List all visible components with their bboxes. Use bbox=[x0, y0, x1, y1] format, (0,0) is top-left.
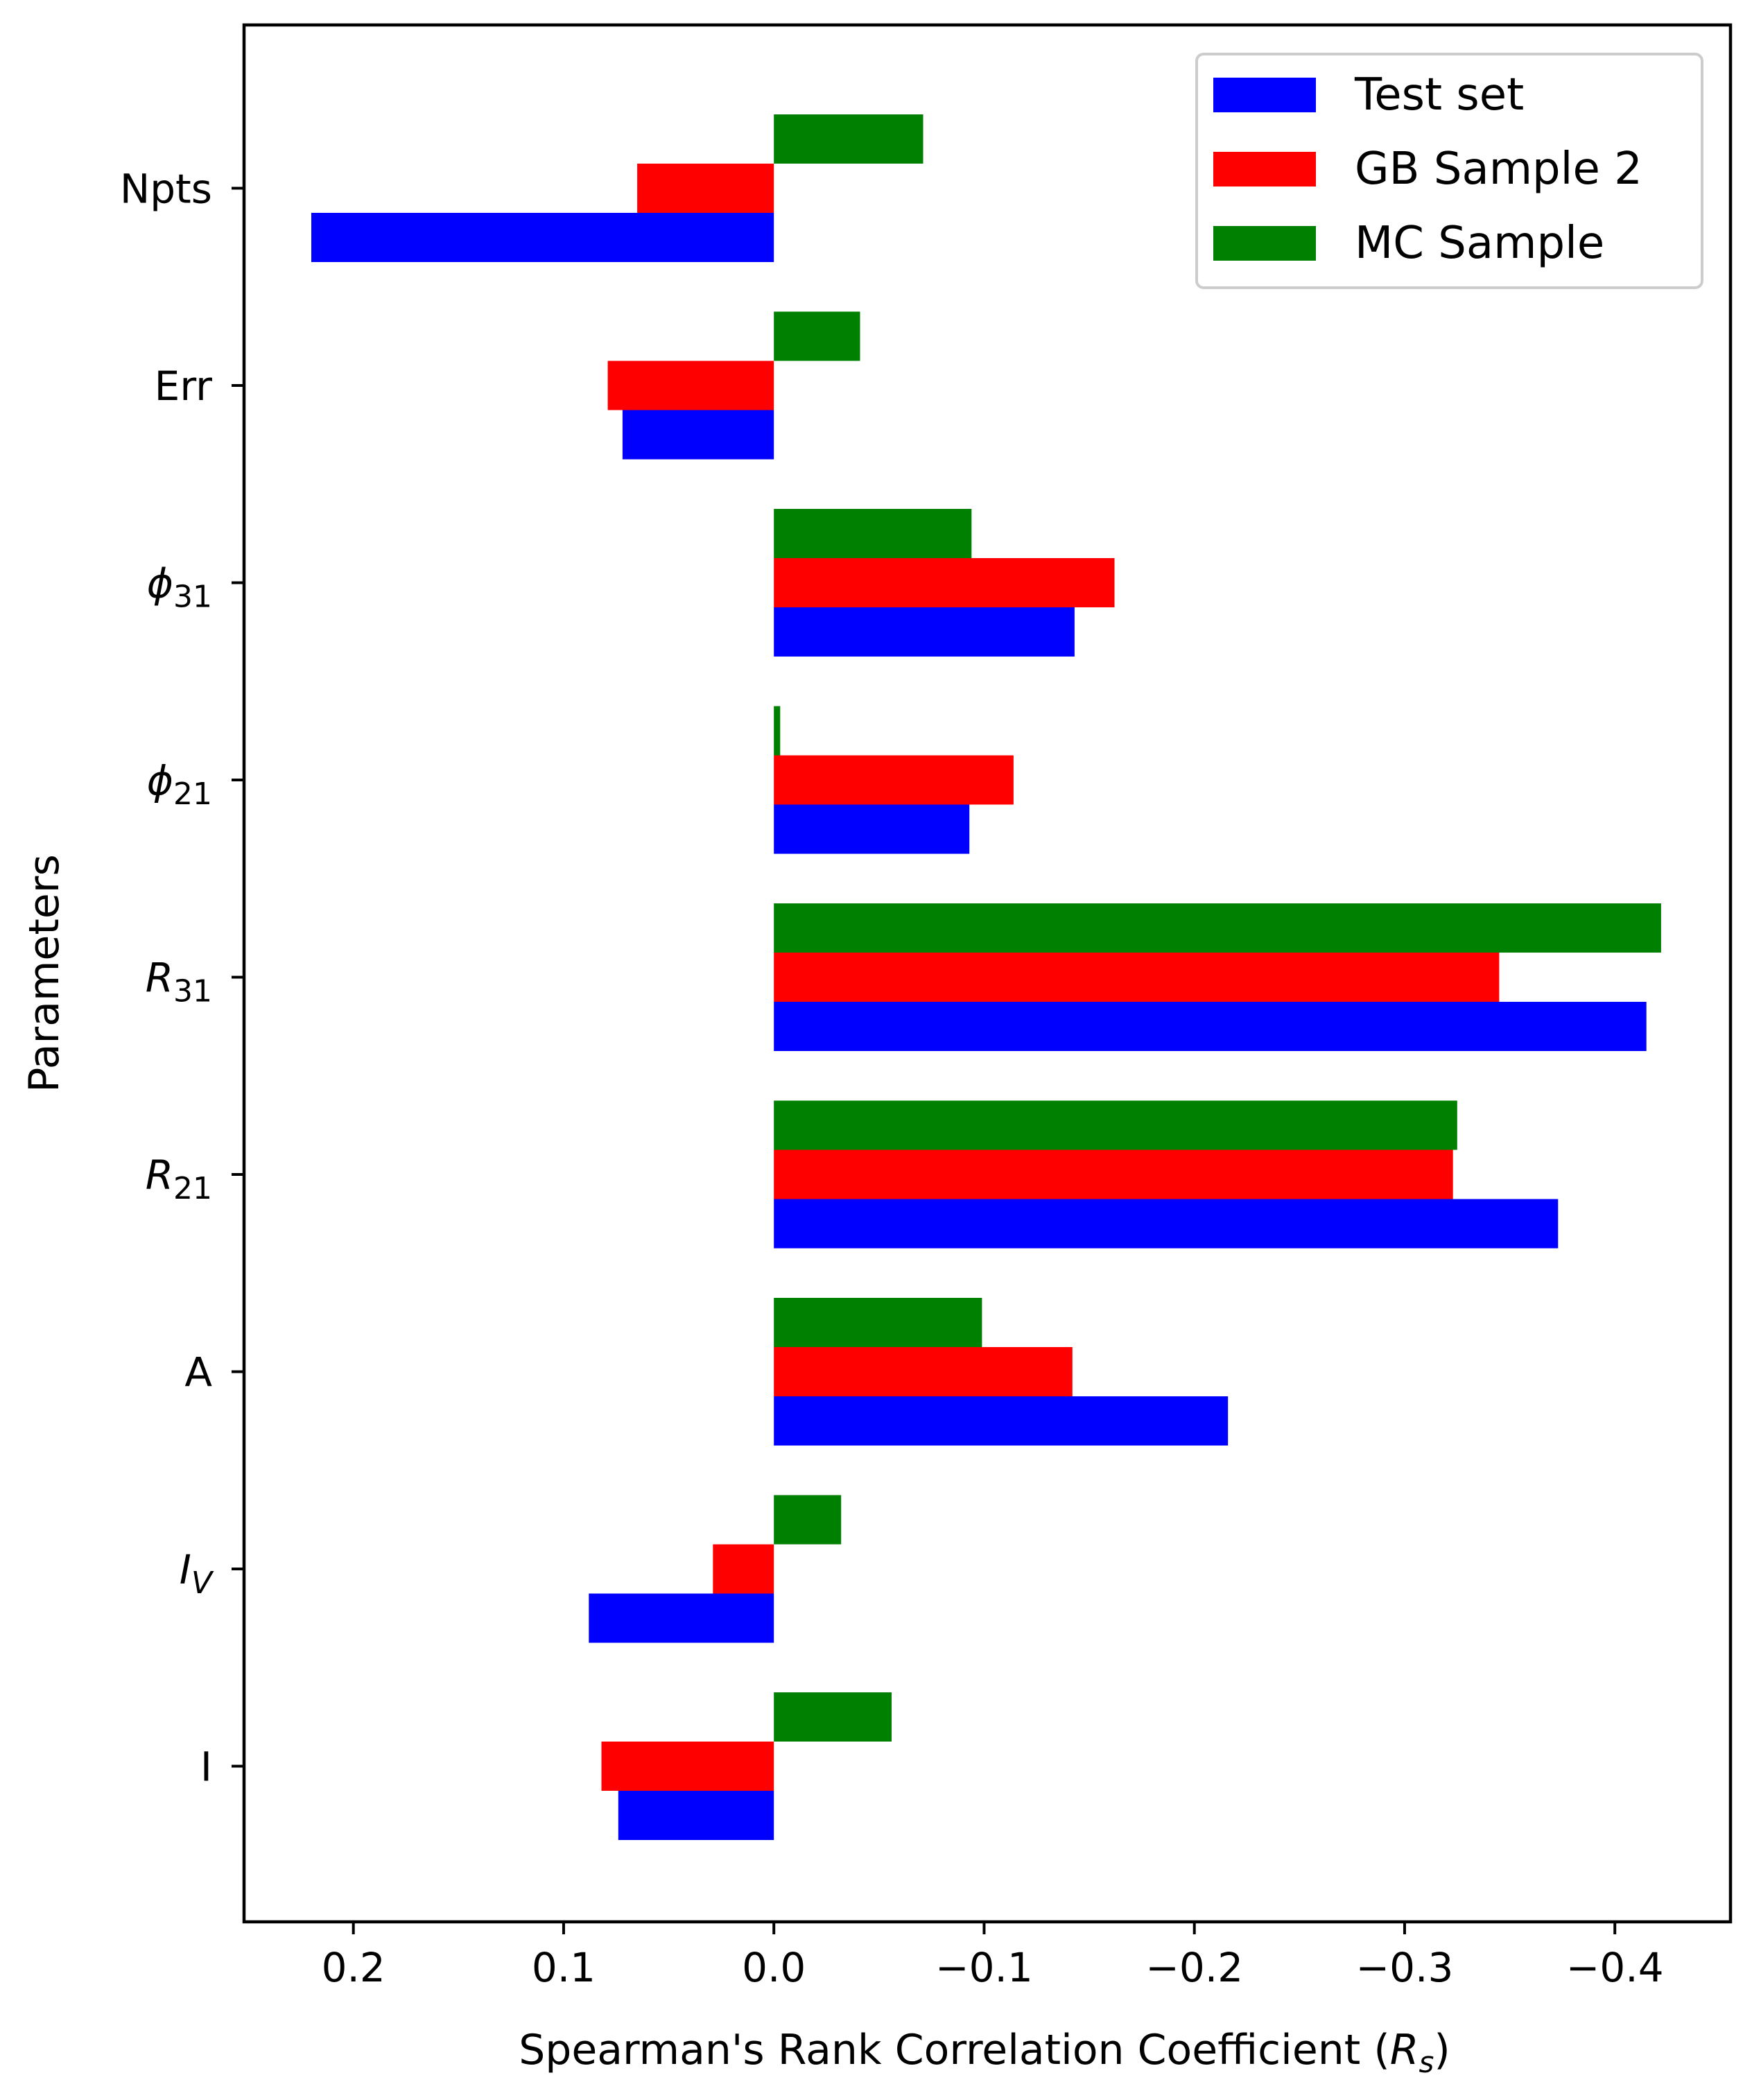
x-axis-title-text: Spearman's Rank Correlation Coefficient bbox=[519, 2026, 1360, 2074]
x-tick-label: 0.1 bbox=[532, 1944, 596, 1991]
bar-test-set bbox=[774, 1199, 1559, 1249]
bar-test-set bbox=[774, 804, 970, 854]
legend-label-gb-sample-2: GB Sample 2 bbox=[1355, 144, 1642, 195]
y-tick-label: ϕ31 bbox=[147, 560, 212, 615]
bar-gb-sample-2 bbox=[774, 953, 1500, 1002]
x-tick-label: −0.1 bbox=[935, 1944, 1033, 1991]
bar-gb-sample-2 bbox=[774, 755, 1014, 805]
x-tick-label: 0.2 bbox=[322, 1944, 385, 1991]
bars-layer bbox=[311, 114, 1661, 1840]
bar-mc-sample bbox=[774, 1692, 892, 1742]
bar-mc-sample bbox=[774, 706, 781, 756]
legend-swatch-test-set bbox=[1213, 78, 1316, 112]
bar-test-set bbox=[622, 410, 774, 460]
legend-frame bbox=[1195, 53, 1703, 289]
bar-gb-sample-2 bbox=[637, 164, 774, 213]
bar-mc-sample bbox=[774, 509, 972, 558]
bar-mc-sample bbox=[774, 1100, 1457, 1150]
plot-frame bbox=[242, 23, 1733, 1924]
bar-mc-sample bbox=[774, 1495, 842, 1545]
bar-gb-sample-2 bbox=[774, 1347, 1073, 1396]
bar-test-set bbox=[589, 1593, 774, 1643]
x-axis-title-symbol-sub: s bbox=[1419, 2045, 1434, 2079]
bar-gb-sample-2 bbox=[774, 558, 1115, 607]
x-tick-label: −0.4 bbox=[1566, 1944, 1664, 1991]
x-tick-label: −0.3 bbox=[1356, 1944, 1454, 1991]
y-tick-label: A bbox=[184, 1349, 212, 1396]
bar-gb-sample-2 bbox=[601, 1742, 774, 1791]
y-tick-label: R21 bbox=[146, 1152, 212, 1206]
x-tick-label: 0.0 bbox=[742, 1944, 806, 1991]
bar-test-set bbox=[774, 1396, 1229, 1446]
legend-label-test-set: Test set bbox=[1354, 69, 1524, 121]
bar-mc-sample bbox=[774, 311, 860, 361]
bar-test-set bbox=[311, 213, 774, 262]
y-tick-label: Err bbox=[155, 363, 212, 410]
bar-test-set bbox=[774, 1002, 1647, 1051]
y-tick-label: I bbox=[200, 1744, 212, 1791]
y-tick-label: IV bbox=[180, 1546, 214, 1601]
x-axis-ticks: 0.2 0.1 0.0 −0.1 −0.2 −0.3 −0.4 bbox=[322, 1922, 1664, 1991]
bar-gb-sample-2 bbox=[713, 1544, 774, 1594]
y-axis-ticks: Npts Err ϕ31 ϕ21 R31 R21 A IV I bbox=[120, 166, 244, 1791]
y-tick-label: Npts bbox=[120, 166, 212, 213]
y-axis-title: Parameters bbox=[20, 854, 69, 1092]
y-tick-label: R31 bbox=[146, 955, 212, 1009]
y-tick-label: ϕ21 bbox=[147, 757, 212, 812]
bar-test-set bbox=[774, 607, 1075, 657]
legend-swatch-gb-sample-2 bbox=[1213, 152, 1316, 186]
bar-gb-sample-2 bbox=[774, 1149, 1453, 1199]
x-axis-title-symbol: R bbox=[1390, 2026, 1419, 2074]
bar-gb-sample-2 bbox=[607, 361, 774, 410]
legend: Test set GB Sample 2 MC Sample bbox=[1195, 53, 1703, 289]
bar-test-set bbox=[618, 1791, 774, 1840]
bar-mc-sample bbox=[774, 1298, 982, 1347]
x-tick-label: −0.2 bbox=[1145, 1944, 1243, 1991]
bar-mc-sample bbox=[774, 114, 923, 164]
x-axis-title: Spearman's Rank Correlation Coefficient … bbox=[519, 2026, 1450, 2079]
legend-label-mc-sample: MC Sample bbox=[1355, 218, 1604, 269]
bar-mc-sample bbox=[774, 903, 1661, 953]
legend-swatch-mc-sample bbox=[1213, 226, 1316, 261]
